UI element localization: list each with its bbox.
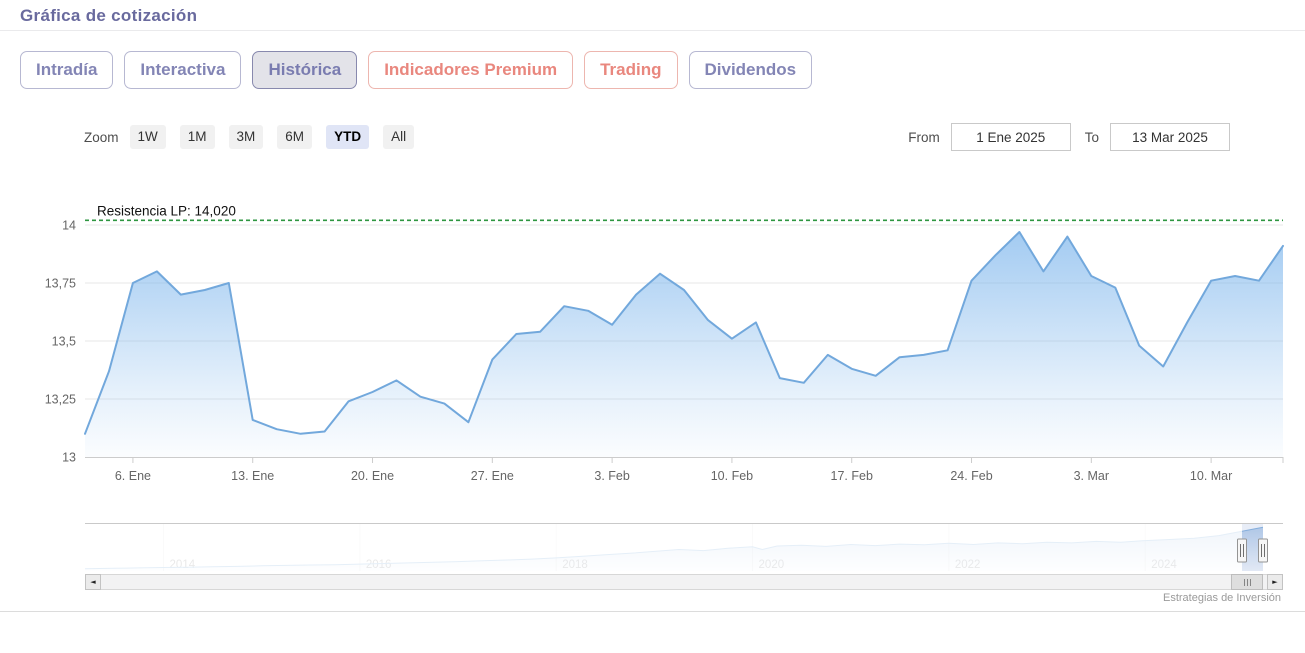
tab-dividendos[interactable]: Dividendos — [688, 51, 813, 89]
from-label: From — [908, 129, 940, 145]
y-axis-label: 14 — [62, 219, 76, 233]
x-axis-label: 3. Feb — [594, 469, 629, 483]
scrollbar-thumb[interactable] — [1231, 574, 1263, 590]
title-divider — [0, 30, 1305, 31]
tab-interactiva[interactable]: Interactiva — [124, 51, 242, 89]
y-axis-label: 13,75 — [45, 277, 76, 291]
zoom-buttons: 1W 1M 3M 6M YTD All — [129, 125, 429, 149]
zoom-preset-1w[interactable]: 1W — [129, 125, 166, 149]
zoom-preset-1m[interactable]: 1M — [179, 125, 215, 149]
scrollbar-track[interactable] — [85, 574, 1283, 590]
tab-trading[interactable]: Trading — [584, 51, 678, 89]
y-axis-label: 13,25 — [45, 393, 76, 407]
x-axis-label: 6. Ene — [115, 469, 151, 483]
zoom-label: Zoom — [84, 129, 119, 145]
bottom-divider — [0, 611, 1305, 612]
zoom-preset-6m[interactable]: 6M — [277, 125, 313, 149]
navigator-selected-range[interactable] — [1242, 524, 1263, 571]
date-range-group: From To — [908, 123, 1230, 151]
chart-credit-link[interactable]: Estrategias de Inversión — [1162, 592, 1281, 604]
navigator-mask-left — [85, 524, 1242, 571]
to-label: To — [1084, 129, 1099, 145]
tab-historica[interactable]: Histórica — [252, 51, 358, 89]
from-date-input[interactable] — [950, 123, 1071, 151]
navigator-left-handle[interactable] — [1237, 538, 1247, 563]
zoom-preset-group: Zoom 1W 1M 3M 6M YTD All — [84, 124, 428, 150]
zoom-preset-all[interactable]: All — [383, 125, 415, 149]
x-axis-label: 27. Ene — [471, 469, 514, 483]
x-axis-label: 3. Mar — [1074, 469, 1109, 483]
x-axis-label: 17. Feb — [831, 469, 873, 483]
y-axis-label: 13 — [62, 451, 76, 465]
navigator-right-handle[interactable] — [1258, 538, 1268, 563]
zoom-preset-3m[interactable]: 3M — [228, 125, 264, 149]
tab-intradia[interactable]: Intradía — [20, 51, 114, 89]
price-line-series — [84, 231, 1284, 435]
resistance-label: Resistencia LP: 14,020 — [97, 203, 236, 218]
chart-tabs: Intradía Interactiva Histórica Indicadores … — [20, 51, 813, 89]
price-area-series — [85, 232, 1283, 457]
page-title: Gráfica de cotización — [20, 6, 198, 25]
x-axis-label: 10. Mar — [1190, 469, 1232, 483]
x-axis-label: 24. Feb — [950, 469, 992, 483]
x-axis-label: 13. Ene — [231, 469, 274, 483]
scrollbar-right-arrow-icon[interactable]: ► — [1267, 574, 1283, 590]
x-axis-label: 10. Feb — [711, 469, 753, 483]
y-axis-label: 13,5 — [52, 335, 76, 349]
navigator[interactable]: 201420162018202020222024 — [84, 523, 1283, 572]
main-plot-area: 14 13,75 13,5 13,25 13 6. Ene 13. Ene 20. Ene 27… — [45, 203, 1284, 483]
tab-indicadores-premium[interactable]: Indicadores Premium — [368, 51, 574, 89]
chart-scrollbar[interactable]: ◄ ► — [85, 574, 1283, 590]
zoom-preset-ytd[interactable]: YTD — [326, 125, 370, 149]
x-axis-label: 20. Ene — [351, 469, 394, 483]
to-date-input[interactable] — [1110, 123, 1230, 151]
scrollbar-left-arrow-icon[interactable]: ◄ — [85, 574, 101, 590]
